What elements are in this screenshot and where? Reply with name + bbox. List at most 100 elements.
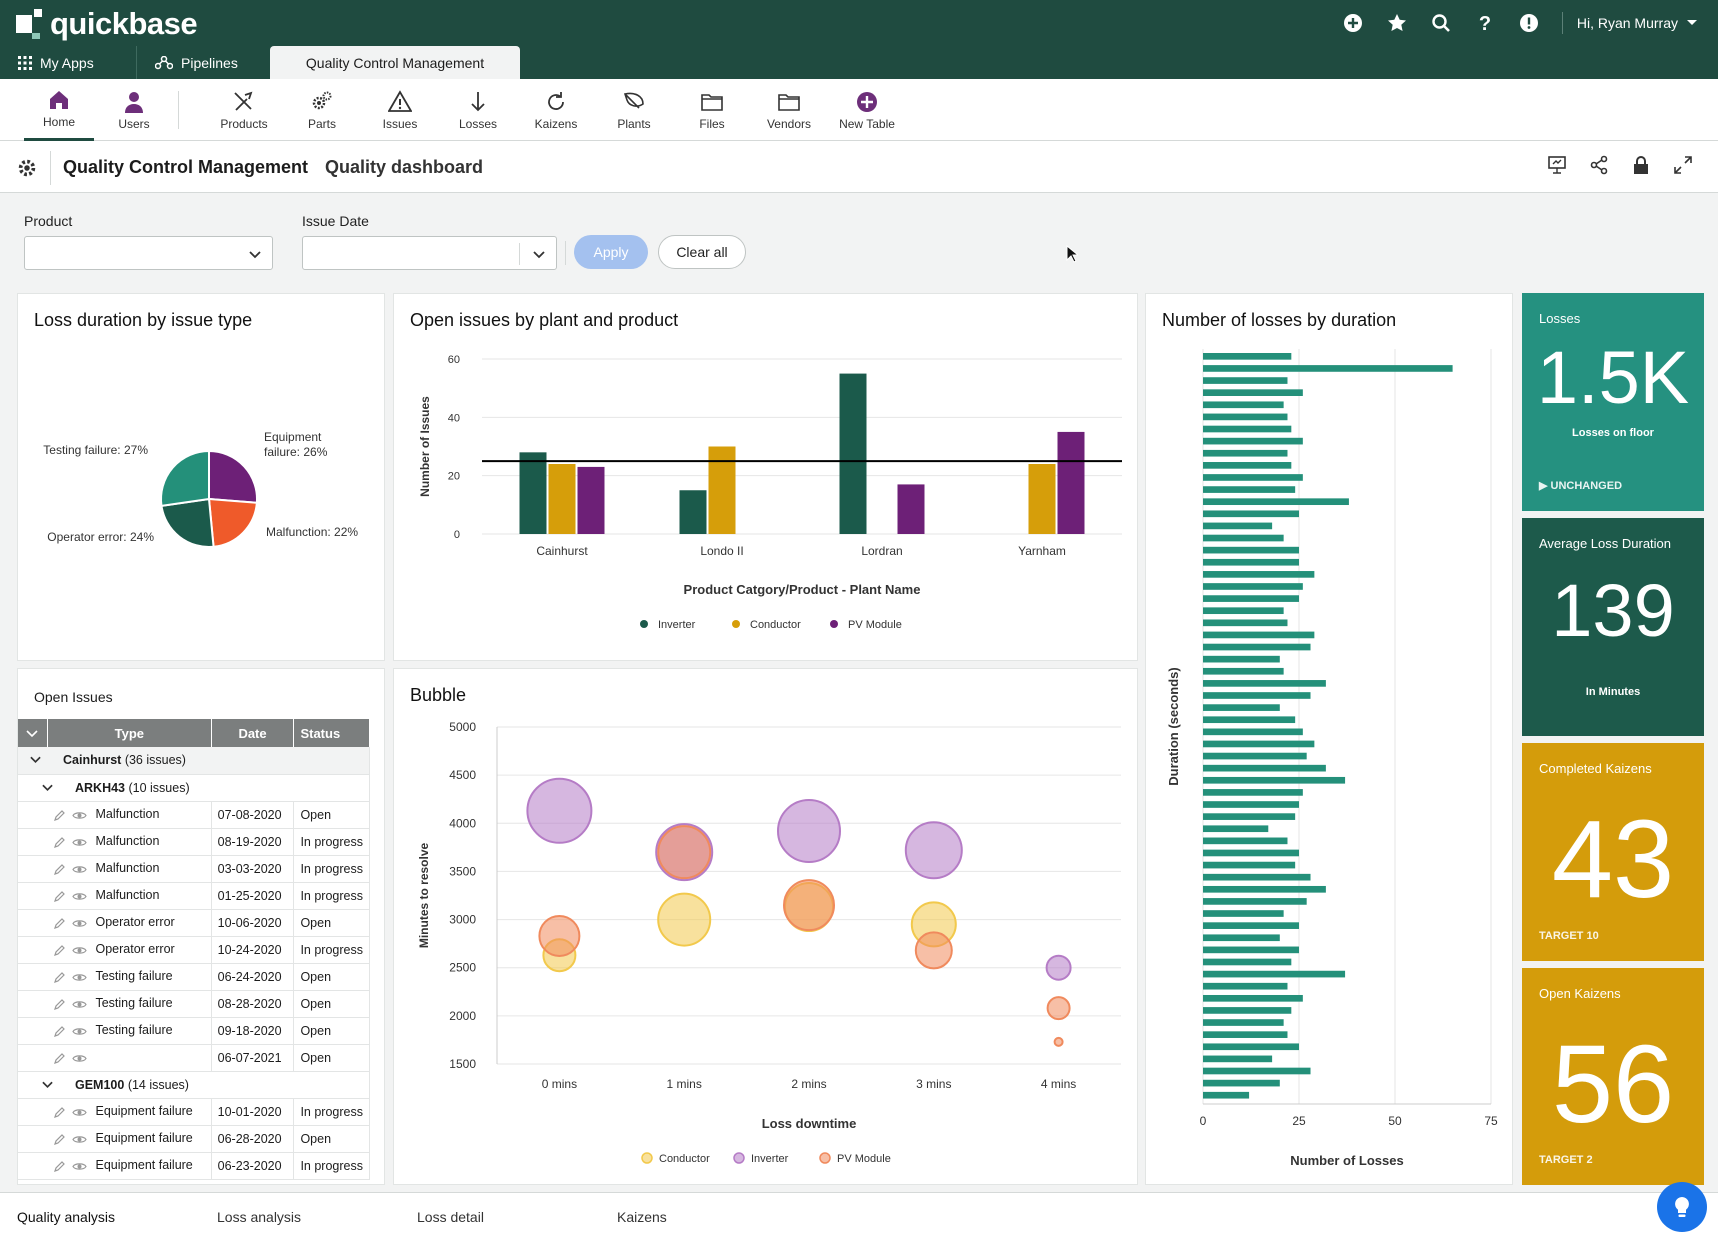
new-table-button[interactable]: New Table — [830, 79, 904, 141]
table-row[interactable]: Malfunction 08-19-2020 In progress — [18, 828, 370, 856]
issue-date-select[interactable] — [302, 236, 557, 270]
table-row[interactable]: Equipment failure 10-01-2020 In progress — [18, 1098, 370, 1126]
table-users[interactable]: Users — [99, 79, 169, 141]
table-row[interactable]: Testing failure 06-24-2020 Open — [18, 963, 370, 991]
table-row[interactable]: Malfunction 03-03-2020 In progress — [18, 855, 370, 883]
view-icon[interactable] — [72, 837, 88, 848]
column-header-status[interactable]: Status — [293, 719, 370, 747]
view-icon[interactable] — [72, 1161, 88, 1172]
table-row[interactable]: Equipment failure 06-28-2020 Open — [18, 1125, 370, 1153]
table-kaizens[interactable]: Kaizens — [521, 79, 591, 141]
edit-icon[interactable] — [53, 1160, 66, 1173]
chevron-down-icon — [533, 251, 545, 259]
table-row[interactable]: Testing failure 08-28-2020 Open — [18, 990, 370, 1018]
mouse-cursor-icon — [1066, 245, 1078, 263]
edit-icon[interactable] — [53, 1052, 66, 1065]
view-icon[interactable] — [72, 999, 88, 1010]
tab-kaizens[interactable]: Kaizens — [617, 1209, 667, 1225]
kpi-label: Losses — [1539, 311, 1581, 326]
edit-icon[interactable] — [53, 998, 66, 1011]
table-files[interactable]: Files — [677, 79, 747, 141]
edit-icon[interactable] — [53, 836, 66, 849]
legend-label: PV Module — [848, 619, 902, 631]
view-icon[interactable] — [72, 1053, 88, 1064]
product-select[interactable] — [24, 236, 273, 270]
table-row[interactable]: Malfunction 07-08-2020 Open — [18, 801, 370, 829]
group-cell: Cainhurst (36 issues) — [18, 747, 370, 775]
view-icon[interactable] — [72, 810, 88, 821]
edit-icon[interactable] — [53, 1106, 66, 1119]
kpi-open-kaizens: Open Kaizens 56 TARGET 2 — [1522, 968, 1704, 1185]
pipelines-tab[interactable]: Pipelines — [136, 46, 256, 79]
tab-quality-analysis[interactable]: Quality analysis — [17, 1209, 116, 1225]
present-icon[interactable] — [1547, 155, 1567, 175]
table-parts[interactable]: Parts — [287, 79, 357, 141]
table-row[interactable]: Testing failure 09-18-2020 Open — [18, 1017, 370, 1045]
group-row-plant[interactable]: Cainhurst (36 issues) — [18, 747, 370, 775]
view-icon[interactable] — [72, 1134, 88, 1145]
view-icon[interactable] — [72, 1107, 88, 1118]
user-menu[interactable]: Hi, Ryan Murray — [1561, 12, 1698, 34]
edit-icon[interactable] — [53, 917, 66, 930]
help-icon[interactable]: ? — [1474, 12, 1496, 34]
table-losses[interactable]: Losses — [443, 79, 513, 141]
app-title[interactable]: Quality Control Management — [63, 157, 309, 177]
alert-icon[interactable] — [1518, 12, 1540, 34]
table-home[interactable]: Home — [24, 79, 94, 141]
table-row[interactable]: Malfunction 01-25-2020 In progress — [18, 882, 370, 910]
app-tab-bar: My Apps Pipelines Quality Control Manage… — [0, 46, 1718, 79]
search-icon[interactable] — [1430, 12, 1452, 34]
edit-icon[interactable] — [53, 863, 66, 876]
legend-marker — [732, 620, 740, 628]
view-icon[interactable] — [72, 864, 88, 875]
view-icon[interactable] — [72, 972, 88, 983]
tab-loss-detail[interactable]: Loss detail — [417, 1209, 484, 1225]
quickbase-logo[interactable]: quickbase — [16, 6, 198, 42]
collapse-all-toggle[interactable] — [18, 719, 48, 747]
lock-icon[interactable] — [1631, 155, 1651, 175]
status-cell: In progress — [293, 1098, 370, 1126]
my-apps-tab[interactable]: My Apps — [0, 46, 112, 79]
table-vendors[interactable]: Vendors — [754, 79, 824, 141]
table-row[interactable]: Equipment failure 06-23-2020 In progress — [18, 1152, 370, 1180]
chevron-down-icon — [249, 251, 261, 259]
edit-icon[interactable] — [53, 809, 66, 822]
tab-loss-analysis[interactable]: Loss analysis — [217, 1209, 302, 1225]
group-row-product[interactable]: ARKH43 (10 issues) — [18, 774, 370, 802]
expand-icon[interactable] — [1673, 155, 1693, 175]
edit-icon[interactable] — [53, 971, 66, 984]
group-row-product[interactable]: GEM100 (14 issues) — [18, 1071, 370, 1099]
column-header-type[interactable]: Type — [47, 719, 212, 747]
view-icon[interactable] — [72, 945, 88, 956]
edit-icon[interactable] — [53, 1025, 66, 1038]
type-value: Testing failure — [95, 996, 173, 1011]
view-icon[interactable] — [72, 891, 88, 902]
apply-button[interactable]: Apply — [574, 235, 648, 269]
clear-all-button[interactable]: Clear all — [658, 235, 746, 269]
table-plants[interactable]: Plants — [599, 79, 669, 141]
arrow-down-icon — [471, 91, 485, 111]
table-issues[interactable]: Issues — [365, 79, 435, 141]
add-icon[interactable] — [1342, 12, 1364, 34]
kpi-target: TARGET 2 — [1539, 1154, 1593, 1166]
star-icon[interactable] — [1386, 12, 1408, 34]
edit-icon[interactable] — [53, 944, 66, 957]
type-value: Operator error — [95, 915, 175, 930]
edit-icon[interactable] — [53, 890, 66, 903]
bar — [1203, 898, 1307, 905]
table-row[interactable]: Operator error 10-24-2020 In progress — [18, 936, 370, 964]
help-lightbulb-button[interactable] — [1657, 1182, 1707, 1232]
group-count: (14 issues) — [124, 1077, 189, 1092]
group-cell: ARKH43 (10 issues) — [18, 774, 370, 802]
quality-control-tab[interactable]: Quality Control Management — [270, 46, 520, 79]
column-header-date[interactable]: Date — [211, 719, 295, 747]
share-icon[interactable] — [1589, 155, 1609, 175]
table-products[interactable]: Products — [209, 79, 279, 141]
bar — [1203, 1067, 1311, 1075]
table-row[interactable]: 06-07-2021 Open — [18, 1044, 370, 1072]
view-icon[interactable] — [72, 918, 88, 929]
view-icon[interactable] — [72, 1026, 88, 1037]
edit-icon[interactable] — [53, 1133, 66, 1146]
gear-icon[interactable] — [16, 157, 38, 179]
table-row[interactable]: Operator error 10-06-2020 Open — [18, 909, 370, 937]
